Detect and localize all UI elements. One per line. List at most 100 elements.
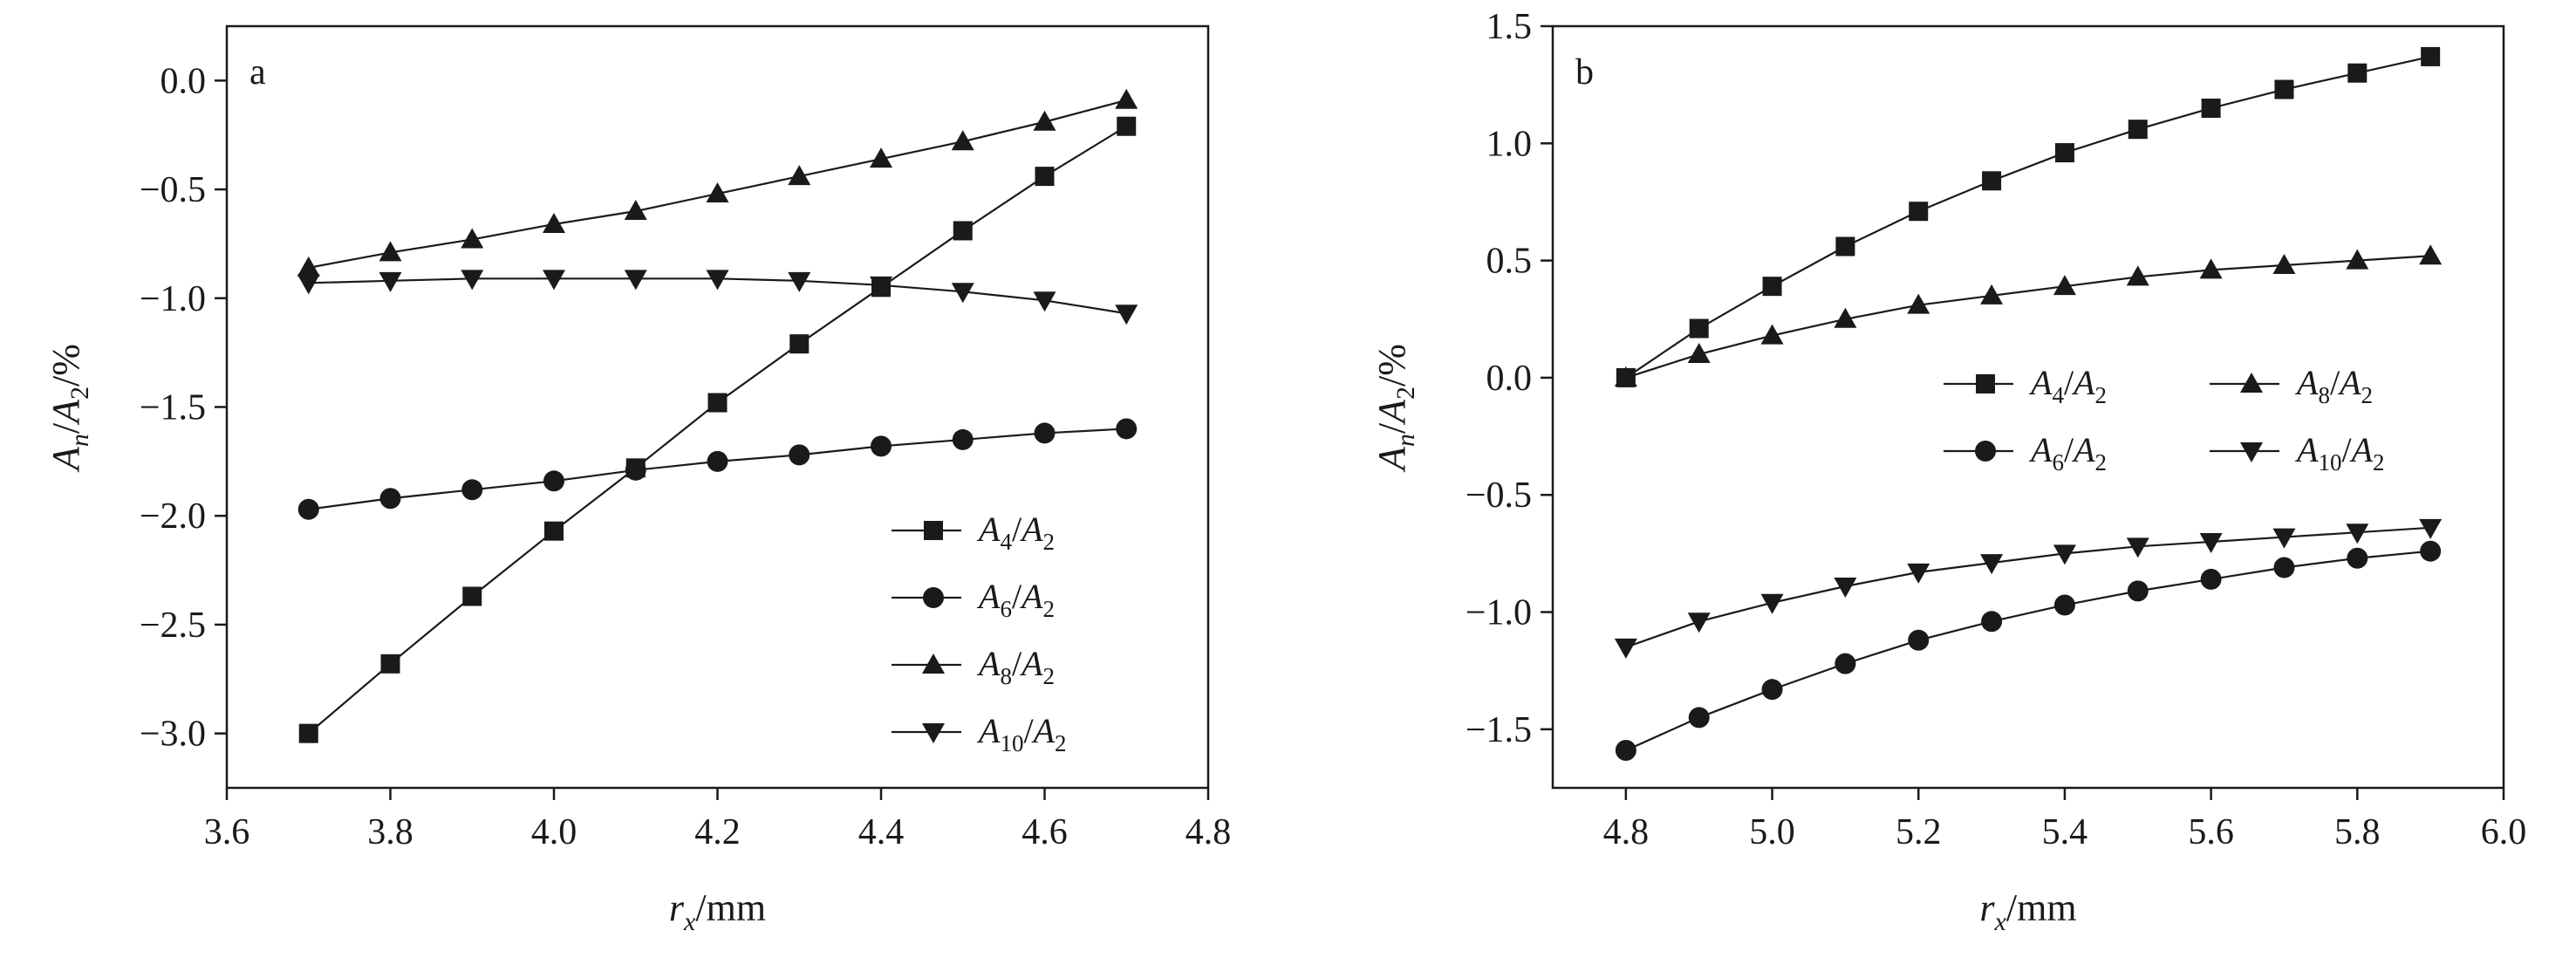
legend-item: A10/A2 xyxy=(2210,430,2385,476)
data-point-circle xyxy=(2273,557,2295,578)
data-point-triangle-down xyxy=(543,270,565,291)
data-point-triangle-down xyxy=(2346,523,2369,544)
legend-label: A4/A2 xyxy=(2028,363,2107,408)
x-tick-label: 4.6 xyxy=(1022,812,1068,852)
data-point-circle xyxy=(1908,629,1930,651)
data-point-triangle-up xyxy=(2126,265,2149,286)
x-tick-label: 4.8 xyxy=(1603,812,1650,852)
data-point-square xyxy=(2054,143,2074,163)
data-point-square xyxy=(2347,63,2368,83)
data-point-square xyxy=(707,393,728,413)
series-triangle-up xyxy=(297,88,1138,277)
data-point-square xyxy=(1035,167,1055,187)
data-point-triangle-down xyxy=(379,271,402,292)
y-tick-label: −2.5 xyxy=(140,606,206,646)
y-axis-label: An/A2/% xyxy=(44,344,94,473)
data-point-triangle-down xyxy=(1760,593,1784,614)
legend: A4/A2 A6/A2 A8/A2 A10/A2 xyxy=(1944,363,2385,476)
data-point-square xyxy=(2274,79,2294,99)
legend-marker-square xyxy=(1976,374,1995,393)
series-line xyxy=(1625,550,2431,752)
x-tick-label: 4.4 xyxy=(858,812,905,852)
data-point-circle xyxy=(707,450,728,472)
legend-marker-circle xyxy=(923,587,944,608)
legend-marker-triangle-up xyxy=(922,653,945,674)
data-point-triangle-down xyxy=(2126,537,2149,558)
y-tick-label: −1.0 xyxy=(140,279,206,319)
data-point-triangle-up xyxy=(706,182,729,203)
data-point-circle xyxy=(625,459,646,481)
series-line xyxy=(1625,255,2431,379)
data-point-triangle-down xyxy=(1980,554,2004,575)
y-tick-label: −0.5 xyxy=(1466,476,1532,516)
data-point-triangle-up xyxy=(2346,249,2369,270)
data-point-triangle-up xyxy=(788,165,811,186)
data-point-circle xyxy=(2053,594,2075,616)
series-triangle-down xyxy=(297,270,1138,325)
panel-a: 3.6 3.8 4.0 4.2 4.4 4.6 4.8 0.0 −0.5 −1.0 −1.5 −2.0… xyxy=(44,24,1232,936)
data-point-triangle-up xyxy=(543,212,565,233)
data-point-triangle-down xyxy=(1907,563,1930,584)
y-axis-label: An/A2/% xyxy=(1370,344,1420,473)
data-point-square xyxy=(2201,99,2221,119)
data-point-triangle-up xyxy=(1033,110,1056,131)
data-point-triangle-down xyxy=(788,271,811,292)
y-tick-label: −1.5 xyxy=(1466,710,1532,750)
data-point-circle xyxy=(1835,653,1856,674)
series-circle xyxy=(1615,540,2442,762)
data-point-circle xyxy=(461,479,483,501)
data-point-triangle-up xyxy=(1907,293,1930,314)
x-tick-label: 5.6 xyxy=(2188,812,2234,852)
legend-label: A10/A2 xyxy=(976,711,1067,756)
legend-item: A6/A2 xyxy=(892,577,1055,622)
series-triangle-up xyxy=(1614,244,2443,387)
legend-marker-triangle-down xyxy=(922,723,945,743)
data-point-triangle-down xyxy=(2419,518,2443,539)
data-point-triangle-down xyxy=(2199,532,2223,553)
legend-label: A8/A2 xyxy=(976,644,1055,689)
data-point-triangle-down xyxy=(297,274,320,295)
legend-item: A4/A2 xyxy=(892,510,1055,555)
data-point-triangle-up xyxy=(2199,258,2223,279)
y-tick-label: 0.0 xyxy=(1486,359,1533,399)
data-point-circle xyxy=(543,470,564,492)
data-point-square xyxy=(2421,46,2441,66)
x-axis-label: rx/mm xyxy=(1979,886,2076,936)
x-tick-label: 4.2 xyxy=(694,812,741,852)
data-point-square xyxy=(1689,318,1709,339)
data-point-square xyxy=(789,334,810,354)
legend-marker-circle xyxy=(1975,441,1996,462)
x-tick-label: 4.8 xyxy=(1186,812,1232,852)
data-point-circle xyxy=(1688,707,1710,729)
data-point-triangle-up xyxy=(1980,284,2004,305)
data-point-square xyxy=(1835,236,1855,257)
data-point-triangle-up xyxy=(1115,88,1138,109)
panel-b: 4.8 5.0 5.2 5.4 5.6 5.8 6.0 1.5 1.0 0.5 0.0 −0.5 −1.… xyxy=(1370,7,2526,936)
legend-label: A6/A2 xyxy=(2028,430,2107,476)
data-point-triangle-down xyxy=(624,270,647,291)
x-tick-label: 3.6 xyxy=(204,812,250,852)
data-point-triangle-up xyxy=(1834,307,1857,328)
data-point-circle xyxy=(789,444,810,466)
y-tick-label: −1.0 xyxy=(1466,593,1532,633)
data-point-triangle-up xyxy=(870,147,892,168)
data-point-circle xyxy=(952,428,974,450)
data-point-circle xyxy=(1761,679,1783,701)
series-triangle-down xyxy=(1614,518,2443,659)
data-point-circle xyxy=(1981,611,2003,633)
data-point-triangle-up xyxy=(624,200,647,221)
data-point-triangle-up xyxy=(951,130,974,151)
legend-item: A4/A2 xyxy=(1944,363,2107,408)
data-point-square xyxy=(1909,202,1929,222)
data-point-triangle-down xyxy=(2053,544,2076,565)
data-point-circle xyxy=(2127,580,2149,602)
y-tick-label: 0.5 xyxy=(1486,242,1533,282)
series-line xyxy=(1625,55,2431,379)
y-tick-label: −0.5 xyxy=(140,170,206,210)
legend-label: A4/A2 xyxy=(976,510,1055,555)
plot-frame xyxy=(1551,24,2505,790)
data-point-square xyxy=(953,221,973,241)
data-point-triangle-up xyxy=(461,228,484,249)
